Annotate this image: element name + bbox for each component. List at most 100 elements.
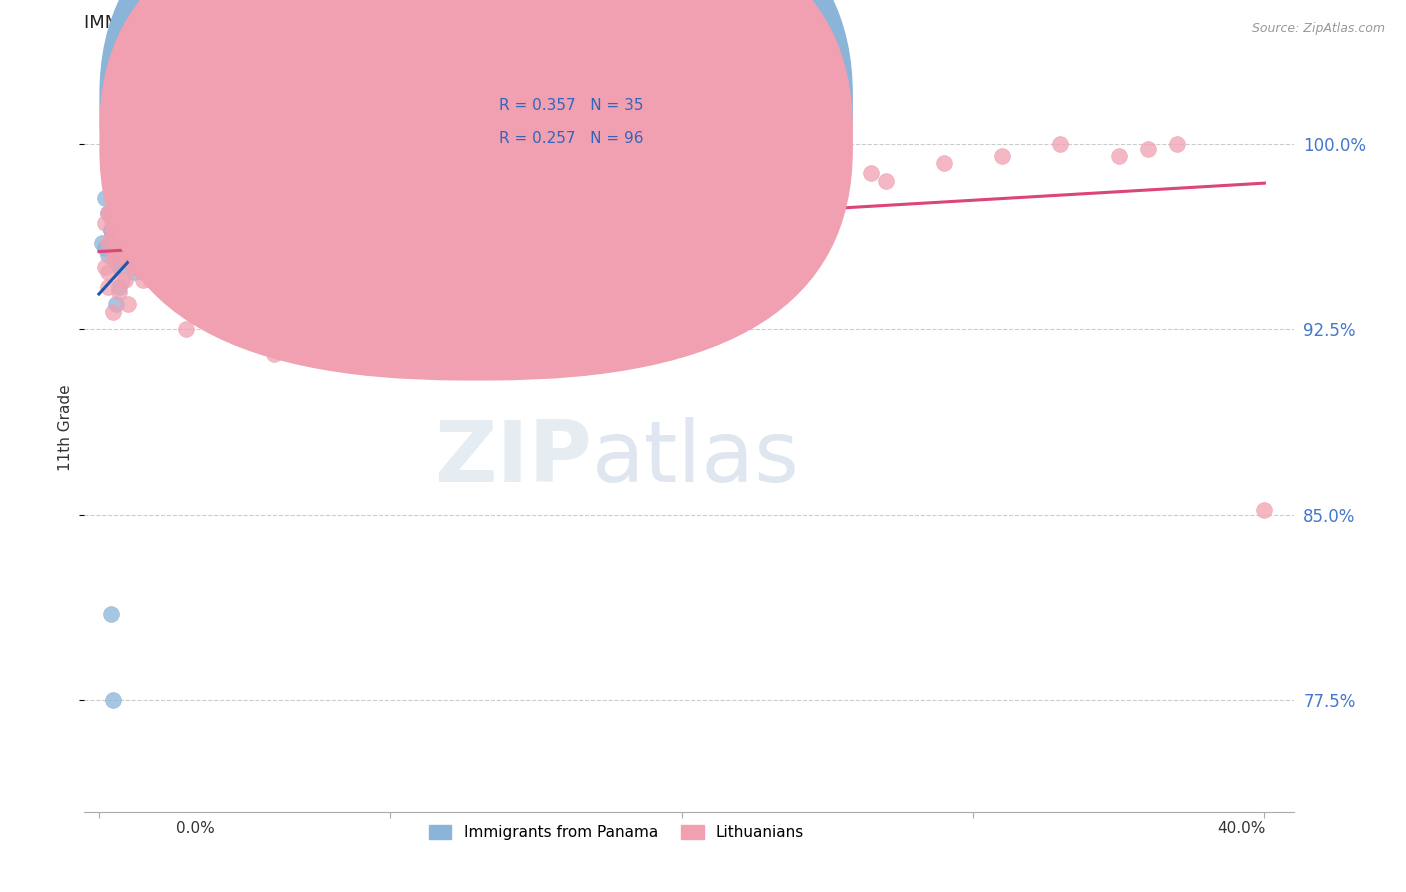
Point	[122, 260, 145, 275]
Point	[467, 206, 489, 220]
Point	[111, 235, 134, 250]
Point	[198, 149, 221, 163]
Point	[176, 174, 198, 188]
Point	[105, 248, 128, 262]
Point	[117, 255, 139, 269]
FancyBboxPatch shape	[100, 0, 852, 380]
Point	[247, 223, 270, 237]
Point	[219, 310, 242, 324]
Point	[122, 265, 145, 279]
Point	[103, 223, 125, 237]
Point	[263, 347, 285, 361]
Point	[90, 235, 112, 250]
Point	[114, 223, 136, 237]
Point	[263, 206, 285, 220]
Point	[204, 211, 226, 225]
Point	[111, 223, 134, 237]
Point	[204, 248, 226, 262]
Point	[100, 607, 122, 621]
Point	[1253, 503, 1275, 517]
Point	[641, 322, 664, 336]
Point	[321, 186, 343, 200]
Point	[277, 136, 299, 151]
Point	[166, 198, 188, 212]
Point	[97, 280, 120, 294]
Point	[97, 265, 120, 279]
Point	[152, 191, 174, 205]
Point	[100, 223, 122, 237]
Point	[100, 211, 122, 225]
Point	[1166, 136, 1188, 151]
Point	[94, 240, 117, 254]
Point	[554, 186, 576, 200]
Point	[583, 235, 606, 250]
Point	[932, 156, 955, 170]
Point	[744, 181, 766, 195]
Text: IMMIGRANTS FROM PANAMA VS LITHUANIAN 11TH GRADE CORRELATION CHART: IMMIGRANTS FROM PANAMA VS LITHUANIAN 11T…	[84, 14, 807, 32]
Point	[1108, 149, 1130, 163]
Point	[350, 223, 373, 237]
Point	[169, 235, 191, 250]
Point	[114, 273, 136, 287]
Point	[233, 223, 256, 237]
Point	[146, 198, 169, 212]
Point	[100, 230, 122, 244]
Point	[94, 216, 117, 230]
Point	[146, 235, 169, 250]
Point	[103, 248, 125, 262]
Point	[1136, 142, 1159, 156]
Text: atlas: atlas	[592, 417, 800, 500]
Point	[97, 248, 120, 262]
Point	[117, 235, 139, 250]
Point	[117, 297, 139, 311]
Text: R = 0.357   N = 35: R = 0.357 N = 35	[499, 98, 644, 112]
Point	[105, 230, 128, 244]
Point	[291, 211, 314, 225]
Point	[321, 297, 343, 311]
Point	[685, 174, 707, 188]
Point	[100, 223, 122, 237]
FancyBboxPatch shape	[441, 79, 713, 171]
Point	[991, 149, 1014, 163]
Point	[108, 280, 131, 294]
Point	[111, 248, 134, 262]
Point	[160, 240, 183, 254]
Point	[97, 206, 120, 220]
Point	[131, 255, 153, 269]
Point	[380, 273, 402, 287]
Legend: Immigrants from Panama, Lithuanians: Immigrants from Panama, Lithuanians	[422, 819, 810, 847]
Point	[131, 273, 153, 287]
Point	[146, 230, 169, 244]
Point	[495, 206, 517, 220]
Point	[336, 265, 359, 279]
Text: 0.0%: 0.0%	[176, 821, 215, 836]
Point	[105, 255, 128, 269]
Point	[176, 211, 198, 225]
Point	[758, 181, 780, 195]
Point	[97, 235, 120, 250]
Point	[141, 273, 163, 287]
Point	[176, 223, 198, 237]
Point	[612, 198, 634, 212]
Text: R = 0.257   N = 96: R = 0.257 N = 96	[499, 131, 644, 146]
Point	[219, 191, 242, 205]
Point	[131, 240, 153, 254]
Point	[815, 161, 838, 176]
Point	[100, 206, 122, 220]
Point	[97, 206, 120, 220]
Point	[160, 186, 183, 200]
Point	[190, 223, 212, 237]
Point	[131, 206, 153, 220]
Point	[128, 198, 150, 212]
Point	[1049, 136, 1071, 151]
Point	[103, 240, 125, 254]
Point	[152, 216, 174, 230]
Point	[103, 216, 125, 230]
Point	[801, 161, 824, 176]
Point	[423, 191, 446, 205]
Point	[111, 223, 134, 237]
Point	[94, 191, 117, 205]
Point	[160, 248, 183, 262]
Point	[94, 260, 117, 275]
Point	[181, 181, 204, 195]
